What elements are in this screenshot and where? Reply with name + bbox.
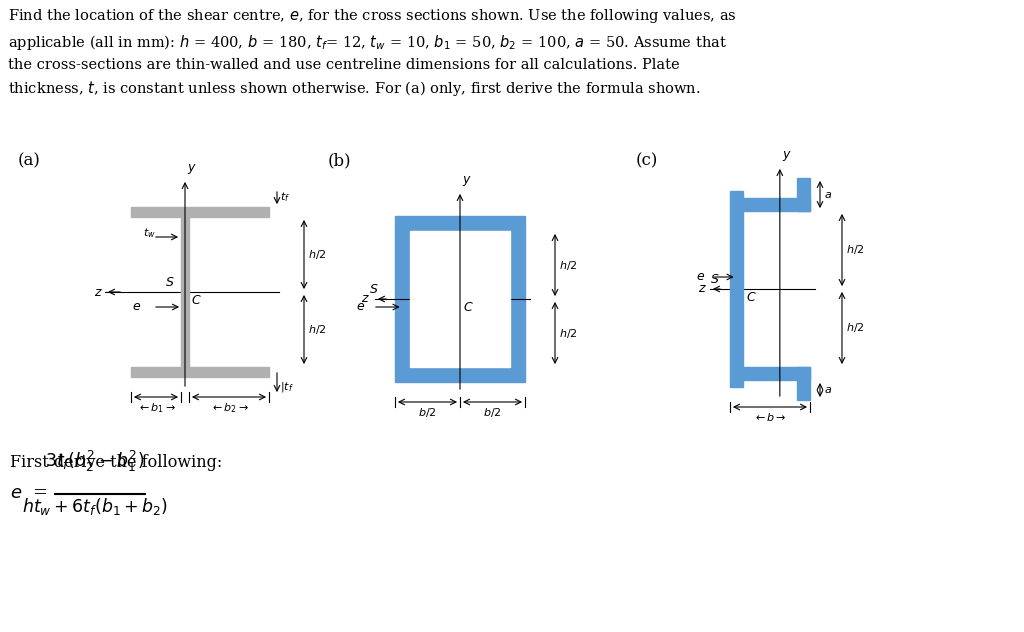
Text: Find the location of the shear centre, $e$, for the cross sections shown. Use th: Find the location of the shear centre, $… — [8, 7, 736, 99]
Bar — [730, 191, 743, 387]
Text: $e$: $e$ — [132, 300, 141, 313]
Text: $y$: $y$ — [462, 174, 472, 188]
Text: $e$: $e$ — [356, 300, 365, 313]
Text: $h/2$: $h/2$ — [559, 258, 578, 272]
Text: $3t_f(b_2^2-b_1^2)$: $3t_f(b_2^2-b_1^2)$ — [45, 449, 144, 474]
Text: $e$  =: $e$ = — [10, 484, 48, 502]
Text: $h/2$: $h/2$ — [846, 243, 864, 257]
Text: $b/2$: $b/2$ — [418, 406, 436, 419]
Text: First derive the following:: First derive the following: — [10, 454, 222, 471]
Bar — [797, 367, 810, 400]
Text: $C$: $C$ — [463, 301, 474, 314]
Text: $a$: $a$ — [824, 190, 833, 200]
Text: $z$: $z$ — [93, 286, 102, 298]
Text: $ht_w+6t_f(b_1+b_2)$: $ht_w+6t_f(b_1+b_2)$ — [22, 496, 168, 517]
Text: $S$: $S$ — [165, 276, 174, 289]
Text: $z$: $z$ — [697, 283, 707, 296]
Bar — [131, 207, 269, 217]
Text: (c): (c) — [636, 152, 658, 169]
Text: $C$: $C$ — [746, 291, 757, 304]
Text: $h/2$: $h/2$ — [559, 327, 578, 339]
Text: $h/2$: $h/2$ — [308, 323, 327, 336]
Text: $t_f$: $t_f$ — [280, 190, 290, 204]
Text: $z$: $z$ — [360, 293, 370, 305]
Text: $\leftarrow b_2\rightarrow$: $\leftarrow b_2\rightarrow$ — [210, 401, 249, 415]
Text: $|t_f$: $|t_f$ — [280, 380, 294, 394]
Bar — [395, 216, 525, 382]
Bar — [181, 217, 189, 367]
Text: $e$: $e$ — [696, 270, 705, 284]
Text: $b/2$: $b/2$ — [483, 406, 502, 419]
Text: $\leftarrow b_1\rightarrow$: $\leftarrow b_1\rightarrow$ — [136, 401, 175, 415]
Text: $h/2$: $h/2$ — [846, 322, 864, 334]
Bar — [410, 231, 510, 367]
Text: $a$: $a$ — [824, 385, 833, 395]
Text: (a): (a) — [18, 152, 41, 169]
Bar — [131, 367, 269, 377]
Text: $\leftarrow b\rightarrow$: $\leftarrow b\rightarrow$ — [754, 411, 786, 423]
Bar — [743, 367, 810, 380]
Bar — [743, 198, 810, 211]
Text: $y$: $y$ — [782, 149, 792, 163]
Text: $C$: $C$ — [191, 294, 202, 307]
Text: $S$: $S$ — [710, 273, 720, 286]
Text: $S$: $S$ — [369, 283, 379, 296]
Text: (b): (b) — [328, 152, 351, 169]
Text: $t_w$: $t_w$ — [143, 226, 156, 240]
Text: $h/2$: $h/2$ — [308, 248, 327, 261]
Bar — [797, 178, 810, 211]
Text: $y$: $y$ — [187, 162, 197, 176]
